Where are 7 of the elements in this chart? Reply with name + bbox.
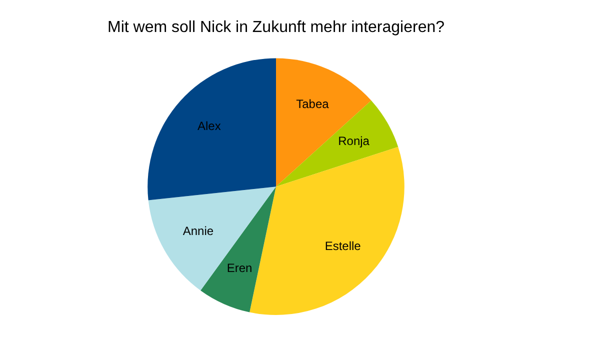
slice-label: Eren xyxy=(226,261,252,276)
slice-label: Tabea xyxy=(296,96,330,111)
slice-label: Estelle xyxy=(324,238,362,253)
slice-label: Annie xyxy=(182,224,214,238)
chart-title: Mit wem soll Nick in Zukunft mehr interagieren? xyxy=(107,19,445,36)
slice-label: Ronja xyxy=(338,134,370,148)
slice-label: Alex xyxy=(197,118,221,133)
